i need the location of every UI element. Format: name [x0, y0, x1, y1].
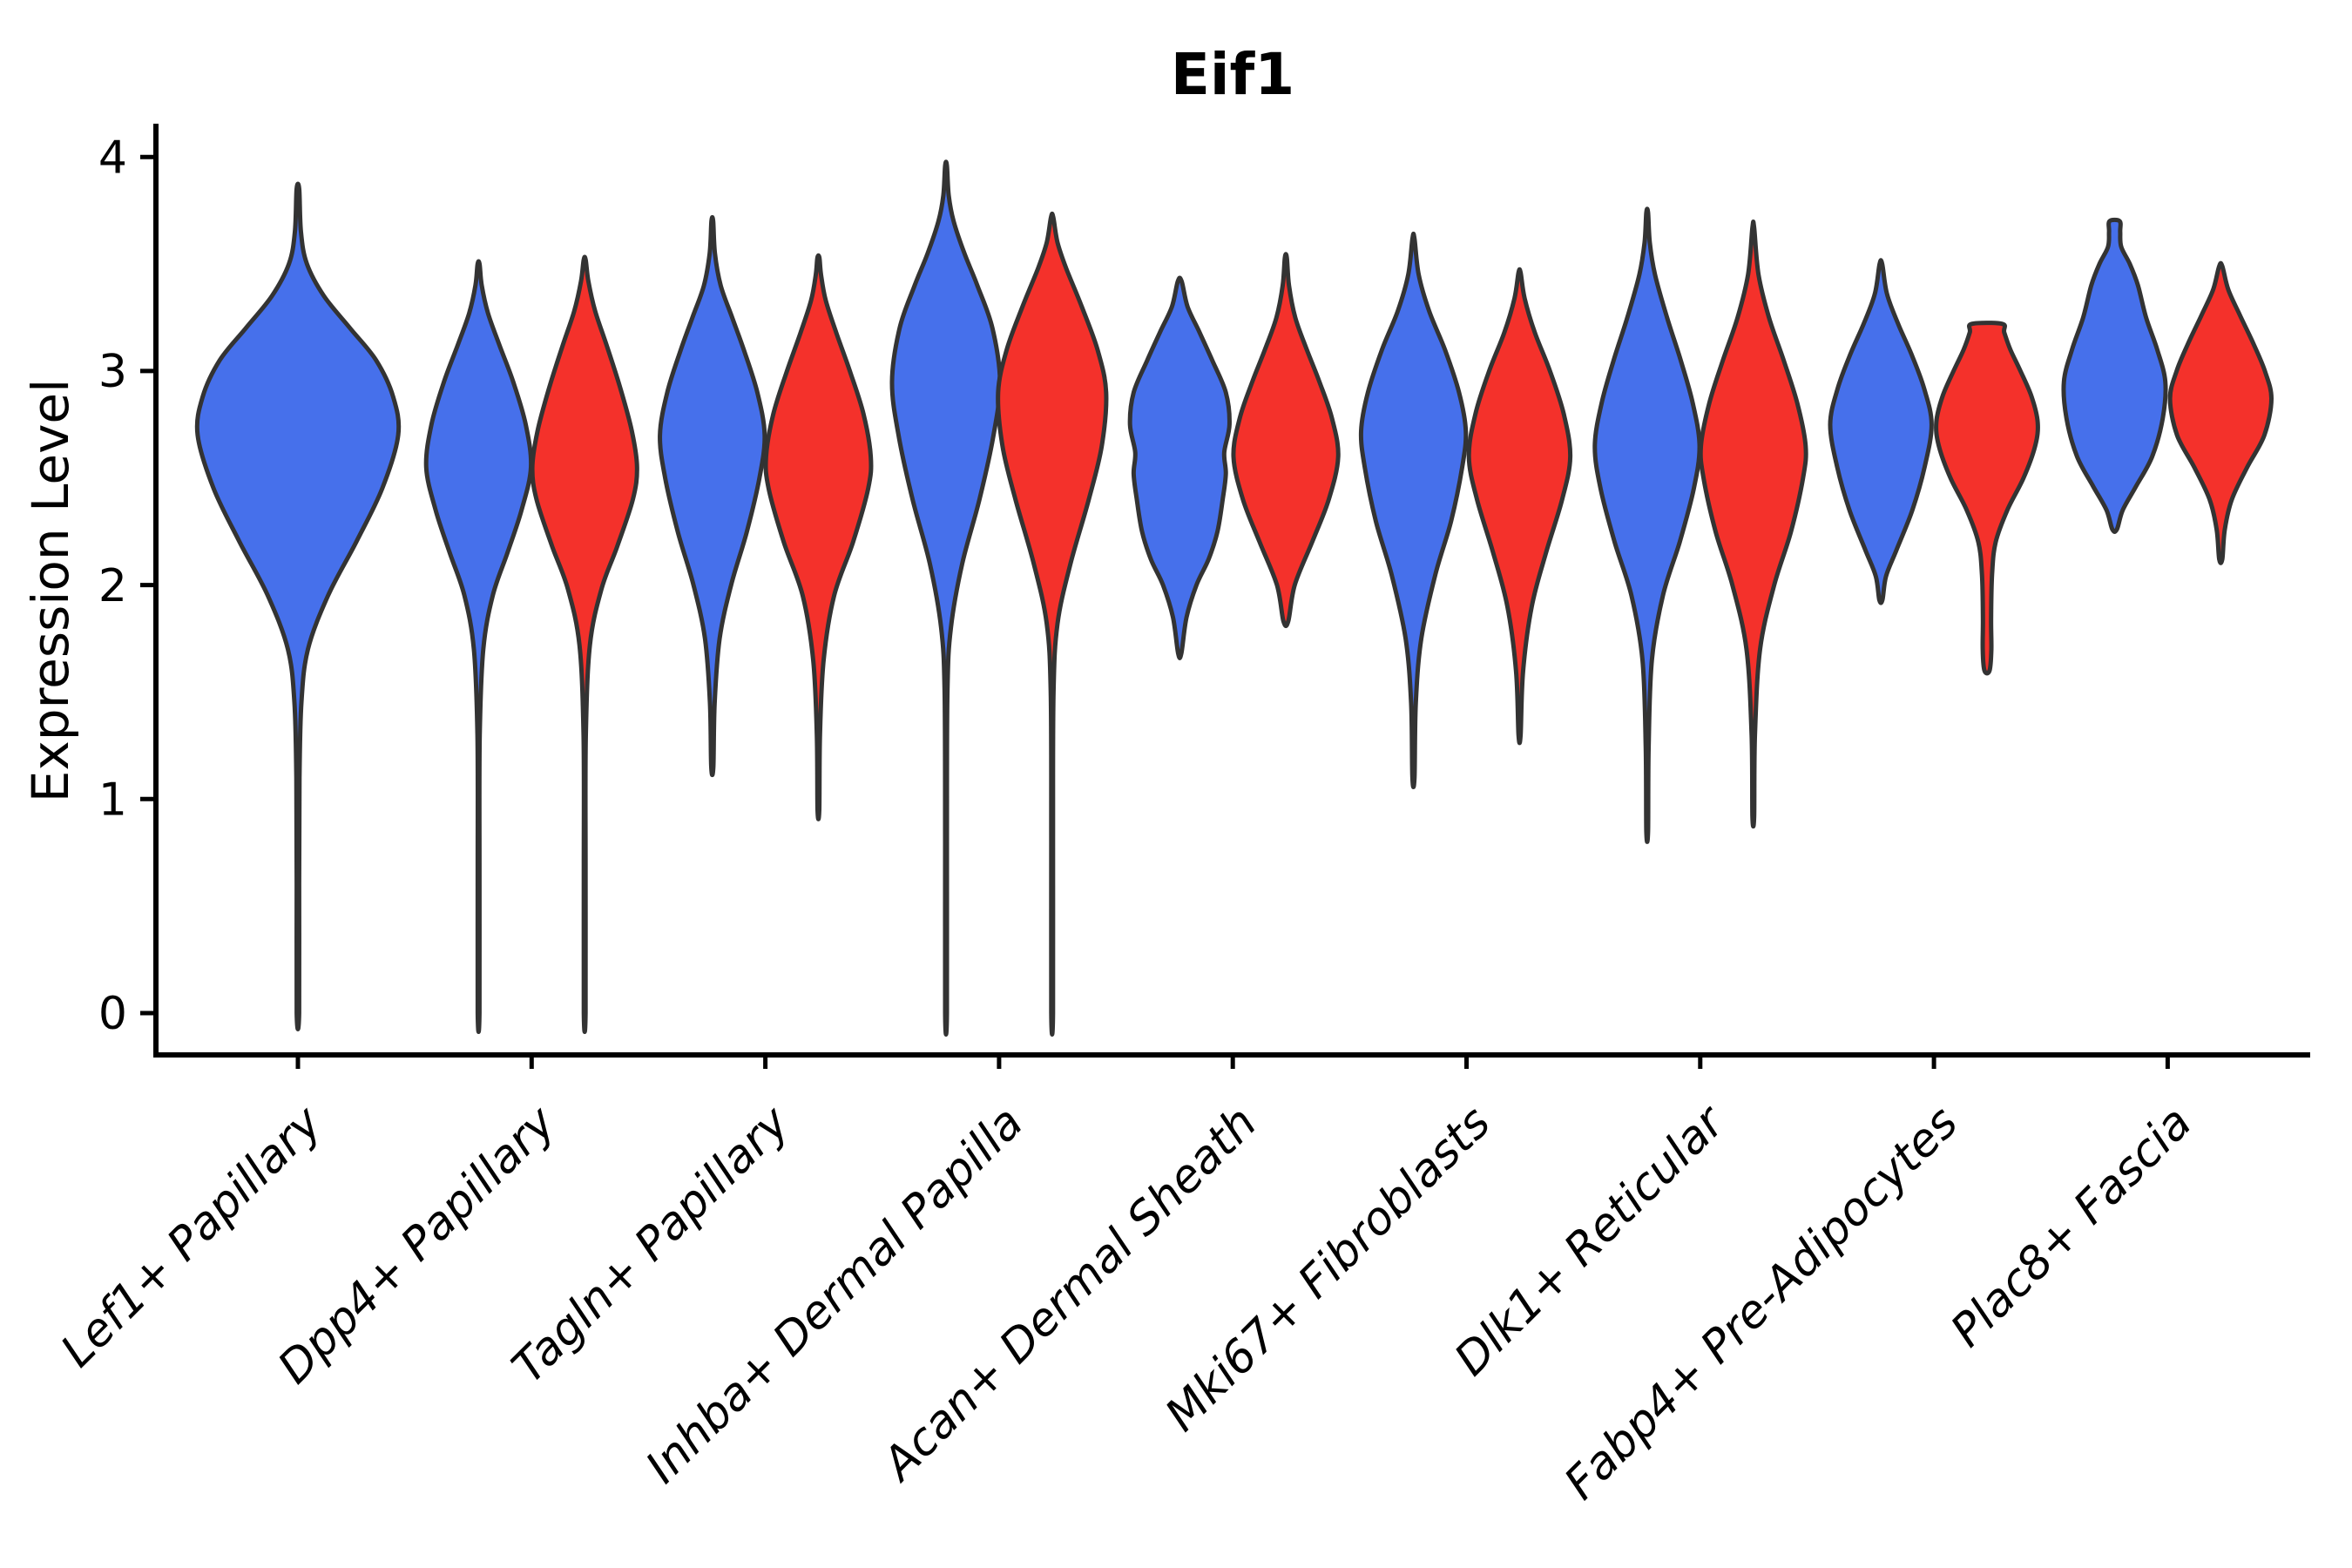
y-tick-label-4: 4	[98, 132, 127, 184]
y-tick-label-3: 3	[98, 346, 127, 398]
y-axis-ticks: 0 1 2 3 4	[98, 132, 156, 1040]
violin-dlk1-reticular-blue	[1592, 206, 1702, 844]
y-tick-label-0: 0	[98, 988, 127, 1040]
violin-dlk1-reticular-red	[1698, 220, 1808, 829]
violin-shapes	[194, 159, 2274, 1037]
x-tick-label-inhba-dermal-papilla: Inhba+ Dermal Papilla	[636, 1097, 1033, 1494]
violin-tagln-papillary-red	[763, 253, 874, 821]
x-tick-label-fabp4-pre-adipocytes: Fabp4+ Pre-Adipocytes	[1555, 1097, 1969, 1511]
violin-mki67-fibroblasts-red	[1466, 267, 1573, 746]
y-tick-label-2: 2	[98, 560, 127, 612]
x-tick-label-acan-dermal-sheath: Acan+ Dermal Sheath	[871, 1097, 1267, 1492]
violin-acan-dermal-sheath-blue	[1127, 275, 1232, 660]
violin-mki67-fibroblasts-blue	[1358, 231, 1469, 789]
chart-title: Eif1	[1171, 41, 1294, 108]
violin-fabp4-pre-adipocytes-red	[1934, 321, 2040, 676]
y-axis-title: Expression Level	[21, 379, 80, 802]
violin-plac8-fascia-blue	[2061, 217, 2168, 534]
violin-plac8-fascia-red	[2167, 260, 2274, 565]
y-tick-label-1: 1	[98, 774, 127, 827]
violin-dpp4-papillary-blue	[423, 259, 534, 1035]
violin-tagln-papillary-blue	[658, 214, 767, 778]
violin-acan-dermal-sheath-red	[1231, 252, 1341, 629]
x-tick-label-plac8-fascia: Plac8+ Fascia	[1941, 1097, 2201, 1357]
violin-fabp4-pre-adipocytes-blue	[1828, 258, 1934, 605]
violin-inhba-dermal-papilla-blue	[889, 159, 1003, 1037]
violin-lef1-papillary-blue	[194, 181, 402, 1031]
violin-dpp4-papillary-red	[530, 254, 639, 1035]
violin-inhba-dermal-papilla-red	[996, 211, 1109, 1037]
